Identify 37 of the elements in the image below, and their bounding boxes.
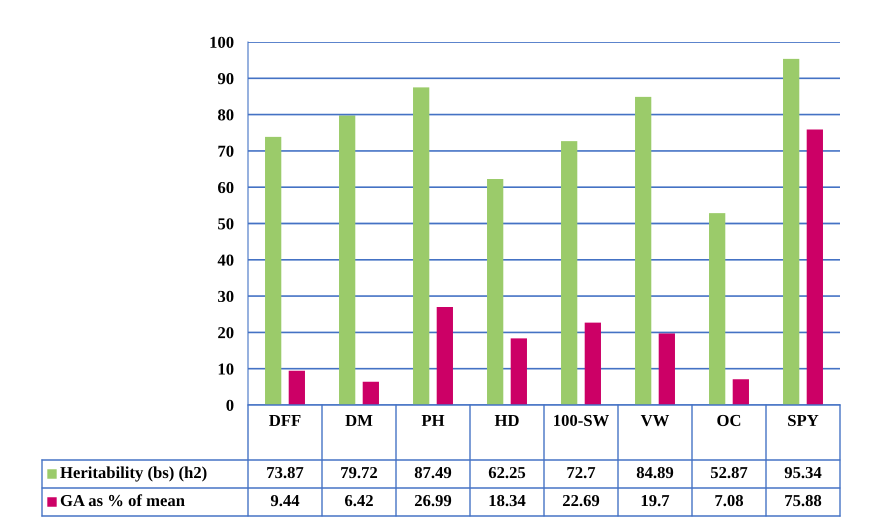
data-label: 7.08 (715, 494, 744, 506)
y-tick-label: 80 (218, 109, 234, 121)
data-label: 72.7 (567, 466, 596, 478)
x-tick-label: VW (640, 415, 670, 426)
data-label: 87.49 (414, 466, 452, 478)
data-label: 75.88 (785, 494, 822, 506)
data-label: 95.34 (784, 466, 822, 478)
data-label: 22.69 (562, 494, 600, 506)
data-label: 79.72 (341, 466, 378, 478)
y-tick-label: 100 (210, 36, 234, 48)
y-tick-label: 60 (218, 182, 234, 194)
y-tick-label: 50 (218, 218, 234, 230)
x-tick-label: DFF (269, 415, 300, 426)
x-tick-label: DM (345, 415, 372, 426)
data-label: 62.25 (488, 466, 526, 478)
data-label: 6.42 (344, 494, 373, 506)
legend-label: Heritability (bs) (h2) (60, 466, 206, 482)
data-label: 9.44 (270, 494, 300, 506)
y-tick-label: 10 (218, 363, 234, 375)
data-label: 18.34 (490, 494, 526, 506)
y-tick-label: 70 (218, 146, 234, 157)
data-label: 73.87 (267, 466, 304, 478)
data-label: 52.87 (710, 466, 748, 478)
legend-label: GA as % of mean (60, 494, 185, 506)
data-label: 84.89 (636, 466, 674, 478)
x-tick-label: SPY (788, 414, 818, 426)
y-tick-label: 30 (218, 290, 234, 302)
x-tick-label: 100-SW (554, 414, 609, 426)
y-tick-label: 90 (218, 73, 234, 84)
x-tick-label: HD (494, 415, 519, 426)
data-label: 19.7 (642, 494, 670, 506)
data-label: 26.99 (414, 494, 452, 506)
y-tick-label: 20 (218, 327, 234, 338)
x-tick-label: PH (422, 415, 444, 426)
x-tick-label: OC (717, 414, 740, 426)
y-tick-label: 0 (226, 400, 234, 411)
y-tick-label: 40 (218, 254, 234, 266)
